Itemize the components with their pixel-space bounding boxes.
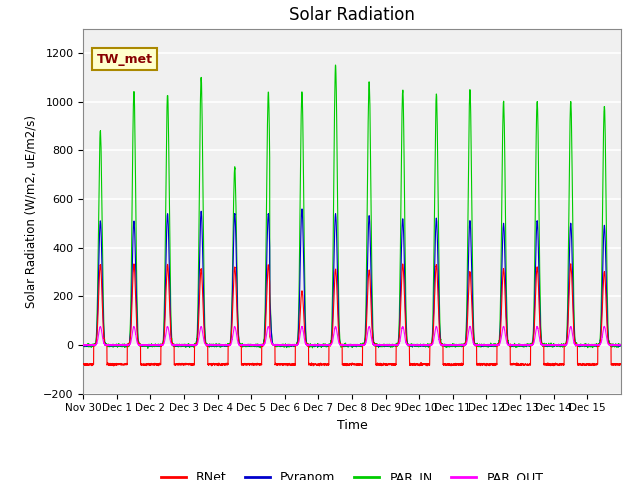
Title: Solar Radiation: Solar Radiation <box>289 6 415 24</box>
RNet <box>401 300 408 306</box>
PAR_IN <box>372 343 380 349</box>
RNet <box>567 261 575 267</box>
PAR_OUT <box>433 324 440 329</box>
Pyranom <box>298 206 306 212</box>
PAR_OUT <box>591 343 599 348</box>
X-axis label: Time: Time <box>337 419 367 432</box>
Line: PAR_IN: PAR_IN <box>83 65 621 348</box>
PAR_IN <box>540 342 548 348</box>
PAR_OUT <box>79 342 87 348</box>
Pyranom <box>540 342 548 348</box>
PAR_IN <box>500 100 508 106</box>
RNet <box>372 362 380 368</box>
Pyranom <box>191 342 198 348</box>
PAR_OUT <box>401 331 408 337</box>
Text: TW_met: TW_met <box>97 52 152 65</box>
Pyranom <box>617 342 625 348</box>
PAR_IN <box>332 62 339 68</box>
RNet <box>79 361 87 367</box>
PAR_IN <box>617 342 625 348</box>
Pyranom <box>375 343 383 349</box>
Line: PAR_OUT: PAR_OUT <box>83 326 621 346</box>
Pyranom <box>500 220 508 226</box>
Pyranom <box>372 342 380 348</box>
RNet <box>526 361 534 367</box>
PAR_OUT <box>540 342 547 348</box>
PAR_OUT <box>526 342 534 348</box>
PAR_OUT <box>500 324 508 330</box>
RNet <box>617 361 625 367</box>
PAR_IN <box>526 344 534 349</box>
PAR_IN <box>79 342 87 348</box>
Line: Pyranom: Pyranom <box>83 209 621 346</box>
PAR_IN <box>401 220 409 226</box>
PAR_OUT <box>191 342 198 348</box>
Pyranom <box>526 343 534 348</box>
RNet <box>500 267 508 273</box>
Line: RNet: RNet <box>83 264 621 366</box>
Pyranom <box>401 281 409 287</box>
PAR_IN <box>191 342 198 348</box>
RNet <box>540 342 547 348</box>
Y-axis label: Solar Radiation (W/m2, uE/m2/s): Solar Radiation (W/m2, uE/m2/s) <box>24 115 37 308</box>
Pyranom <box>79 342 87 348</box>
Legend: RNet, Pyranom, PAR_IN, PAR_OUT: RNet, Pyranom, PAR_IN, PAR_OUT <box>156 467 548 480</box>
RNet <box>191 342 198 348</box>
PAR_IN <box>144 346 152 351</box>
PAR_OUT <box>617 342 625 348</box>
RNet <box>110 363 118 369</box>
PAR_OUT <box>372 342 380 348</box>
